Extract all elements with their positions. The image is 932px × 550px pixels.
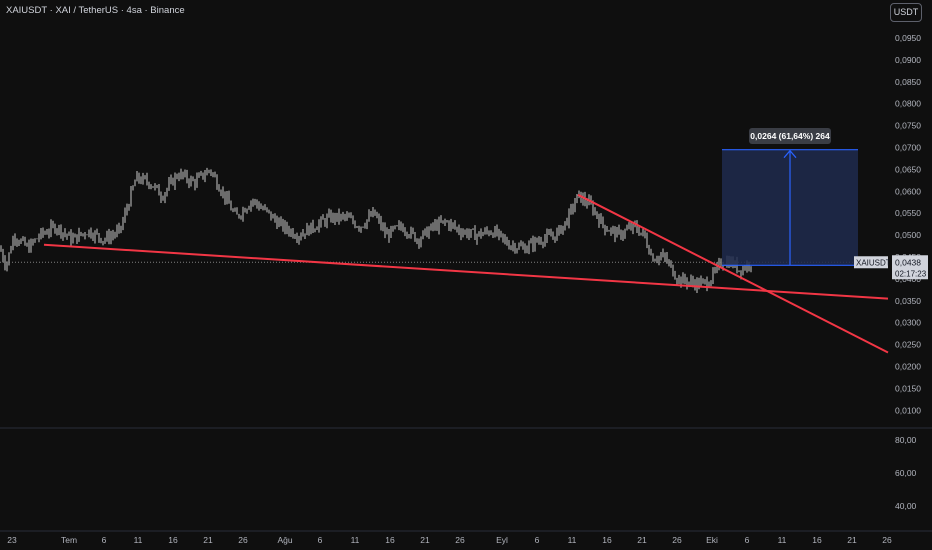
y-tick-label: 0,0500	[895, 230, 921, 240]
price-value-label: 0,0438	[895, 257, 921, 267]
y-tick-label: 0,0250	[895, 340, 921, 350]
x-tick-label: 23	[7, 535, 17, 545]
y-tick-label: 0,0550	[895, 208, 921, 218]
candles	[0, 167, 855, 294]
price-label: XAIUSDT 0,0438 02:17:23	[854, 255, 928, 280]
y-tick-label: 0,0100	[895, 405, 921, 415]
price-value-bg	[892, 255, 928, 280]
x-tick-label: Eyl	[496, 535, 508, 545]
measure-label-bg	[749, 128, 831, 144]
y-tick-label: 0,0750	[895, 121, 921, 131]
measure-tool[interactable]: 0,0264 (61,64%) 264	[722, 128, 858, 266]
trendlines[interactable]	[43, 193, 889, 354]
x-tick-label: 26	[672, 535, 682, 545]
x-tick-label: 11	[568, 535, 577, 545]
y-tick-label: 0,0900	[895, 55, 921, 65]
x-tick-label: 16	[602, 535, 612, 545]
y-tick-label: 0,0150	[895, 383, 921, 393]
x-tick-label: Tem	[61, 535, 77, 545]
y-tick-label: 0,0350	[895, 296, 921, 306]
x-tick-label: 21	[203, 535, 213, 545]
y-tick-label: 0,0950	[895, 33, 921, 43]
x-tick-label: Ağu	[277, 535, 292, 545]
symbol-header: XAIUSDT · XAI / TetherUS · 4sa · Binance	[6, 5, 185, 16]
price-symbol-bg	[854, 256, 888, 269]
time-axis[interactable]: 23 Tem 6 11 16 21 26 Ağu 6 11 16 21 26 Eyl 6 11 16 21 26 Ek…	[7, 535, 892, 545]
y-tick-label: 0,0300	[895, 318, 921, 328]
x-tick-label: 6	[102, 535, 107, 545]
x-tick-label: 21	[847, 535, 857, 545]
x-tick-label: 26	[882, 535, 892, 545]
lower-tick-label: 40,00	[895, 501, 917, 511]
x-tick-label: 26	[455, 535, 465, 545]
x-tick-label: Eki	[706, 535, 718, 545]
price-axis[interactable]: 0,0950 0,0900 0,0850 0,0800 0,0750 0,0700 0,06…	[895, 33, 921, 415]
y-tick-label: 0,0600	[895, 186, 921, 196]
measure-arrow-head	[783, 149, 797, 159]
x-tick-label: 11	[778, 535, 787, 545]
x-tick-label: 11	[351, 535, 360, 545]
x-tick-label: 6	[535, 535, 540, 545]
y-tick-label: 0,0650	[895, 164, 921, 174]
x-tick-label: 16	[812, 535, 822, 545]
support-trendline[interactable]	[43, 243, 889, 300]
currency-button[interactable]: USDT	[890, 3, 922, 22]
price-countdown-label: 02:17:23	[895, 269, 927, 278]
lower-tick-label: 80,00	[895, 435, 917, 445]
x-tick-label: 11	[134, 535, 143, 545]
y-tick-label: 0,0850	[895, 77, 921, 87]
price-symbol-label: XAIUSDT	[856, 258, 891, 267]
lower-tick-label: 60,00	[895, 468, 917, 478]
x-tick-label: 21	[420, 535, 430, 545]
lower-pane-axis: 80,00 60,00 40,00	[895, 435, 917, 511]
x-tick-label: 6	[318, 535, 323, 545]
resistance-trendline[interactable]	[577, 193, 889, 354]
measure-label: 0,0264 (61,64%) 264	[750, 131, 830, 141]
x-tick-label: 6	[745, 535, 750, 545]
y-tick-label: 0,0800	[895, 99, 921, 109]
x-tick-label: 16	[385, 535, 395, 545]
x-tick-label: 26	[238, 535, 248, 545]
y-tick-label: 0,0700	[895, 143, 921, 153]
x-tick-label: 16	[168, 535, 178, 545]
x-tick-label: 21	[637, 535, 647, 545]
y-tick-label: 0,0200	[895, 362, 921, 372]
